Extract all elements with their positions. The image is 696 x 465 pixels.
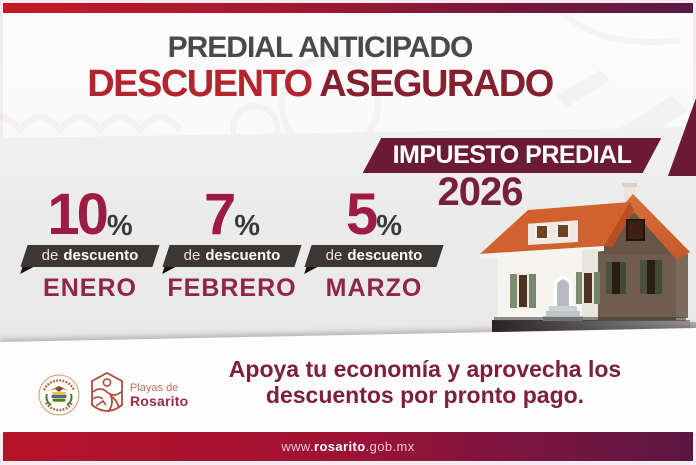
percent-value: 7: [203, 182, 236, 247]
rosarito-badge-icon: [91, 372, 123, 413]
brand-line-2: Rosarito: [130, 393, 189, 409]
banner-label: IMPUESTO PREDIAL: [392, 141, 632, 169]
website-domain: rosarito: [314, 439, 366, 454]
discount-block-febrero: 7 % de descuento FEBRERO: [162, 182, 302, 303]
support-message-line-2: descuentos por pronto pago.: [265, 382, 585, 408]
brand-line-1: Playas de: [130, 382, 179, 394]
discount-percent: 10 %: [47, 182, 133, 247]
logos-row: Playas de Rosarito: [38, 372, 188, 418]
top-accent-bar: [3, 3, 693, 13]
discount-ribbon: de descuento: [20, 245, 160, 267]
discount-ribbon: de descuento: [304, 245, 444, 267]
brand-wordmark: Playas de Rosarito: [130, 382, 188, 408]
discount-ribbon: de descuento: [162, 245, 302, 267]
discount-block-enero: 10 % de descuento ENERO: [20, 182, 160, 303]
discount-block-marzo: 5 % de descuento MARZO: [304, 182, 444, 303]
headline: PREDIAL ANTICIPADO DESCUENTO ASEGURADO: [40, 31, 600, 105]
discount-percent: 5 %: [345, 182, 403, 247]
model-house-image: [480, 183, 690, 332]
discounts-row: 10 % de descuento ENERO 7 % de descuento F…: [20, 182, 444, 303]
year-label: 2026: [437, 170, 524, 214]
bottom-section: Playas de Rosarito Apoya tu economía y a…: [0, 322, 696, 434]
title-word-descuento: DESCUENTO: [87, 63, 313, 105]
percent-sign: %: [234, 210, 261, 242]
month-label: MARZO: [325, 274, 423, 302]
ribbon-word: descuento: [205, 247, 281, 264]
title-word-asegurado: ASEGURADO: [311, 63, 554, 105]
percent-value: 10: [47, 182, 108, 247]
ribbon-prefix: de: [325, 247, 343, 264]
percent-value: 5: [345, 182, 378, 247]
month-label: ENERO: [43, 274, 137, 302]
title-line-1: PREDIAL ANTICIPADO: [167, 31, 474, 64]
support-message: Apoya tu economía y aprovecha los descue…: [180, 356, 670, 408]
support-message-line-1: Apoya tu economía y aprovecha los: [228, 356, 622, 382]
city-seal-icon: [38, 374, 80, 416]
impuesto-predial-banner: IMPUESTO PREDIAL: [362, 138, 662, 173]
footer-bar: www.rosarito.gob.mx: [3, 432, 693, 461]
website-prefix: www.: [281, 439, 314, 454]
ribbon-word: descuento: [63, 247, 139, 264]
percent-sign: %: [376, 210, 403, 242]
website-suffix: .gob.mx: [365, 439, 415, 454]
month-label: FEBRERO: [167, 274, 297, 302]
ribbon-word: descuento: [347, 247, 423, 264]
ribbon-prefix: de: [183, 247, 201, 264]
title-line-2: DESCUENTO ASEGURADO: [40, 64, 600, 104]
website-url: www.rosarito.gob.mx: [281, 439, 414, 454]
percent-sign: %: [106, 210, 133, 242]
ribbon-prefix: de: [41, 247, 59, 264]
discount-percent: 7 %: [203, 182, 261, 247]
